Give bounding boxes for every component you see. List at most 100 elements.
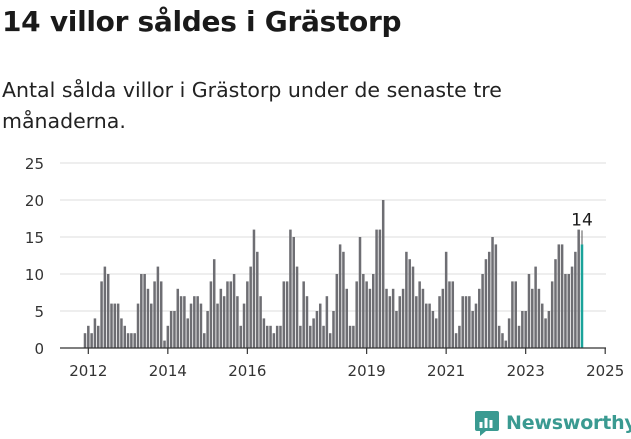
newsworthy-logo-icon (475, 411, 499, 436)
bar (401, 288, 405, 348)
bar (183, 296, 186, 348)
bar (146, 288, 150, 348)
bar (196, 296, 199, 348)
bar (431, 311, 435, 348)
bar (193, 296, 196, 348)
bar (454, 333, 458, 348)
bar (239, 325, 242, 348)
bar (87, 325, 90, 348)
bar (110, 303, 113, 348)
bar (90, 333, 93, 348)
bar (484, 259, 488, 348)
bar (169, 311, 173, 348)
bar (471, 311, 474, 348)
bar (292, 237, 295, 348)
y-tick-label: 15 (25, 229, 44, 247)
bar (557, 244, 561, 348)
bar (163, 340, 166, 348)
x-tick-label: 2019 (348, 362, 386, 380)
bar (93, 318, 97, 348)
bar (381, 200, 385, 348)
bar (464, 296, 468, 348)
x-tick-label: 2014 (149, 362, 187, 380)
bar (315, 311, 319, 348)
bar (531, 288, 534, 348)
bar (391, 288, 395, 348)
bar (338, 244, 342, 348)
bar (113, 303, 117, 348)
bar (421, 288, 425, 348)
bar (116, 303, 120, 348)
bar (451, 281, 455, 348)
bar (345, 288, 349, 348)
bar (487, 251, 491, 348)
y-tick-label: 5 (34, 303, 44, 321)
bar (272, 333, 276, 348)
bar (246, 281, 249, 348)
bar (123, 325, 127, 348)
bar (517, 325, 521, 348)
bar (252, 229, 256, 348)
bar (100, 281, 103, 348)
bar (368, 288, 372, 348)
bar (295, 266, 299, 348)
bar (256, 251, 259, 348)
bar (309, 325, 312, 348)
bar (468, 296, 471, 348)
bar (441, 288, 445, 348)
bar (282, 281, 286, 348)
bar (143, 274, 146, 348)
bar (322, 325, 325, 348)
bar (574, 251, 577, 348)
bar (226, 281, 229, 348)
bar (554, 259, 557, 348)
bar (425, 303, 428, 348)
bar (478, 288, 481, 348)
bar (497, 325, 501, 348)
brand-name: Newsworthy (506, 412, 631, 434)
bar (564, 274, 567, 348)
bar (444, 251, 448, 348)
bar (504, 340, 508, 348)
bar (120, 318, 123, 348)
bar (544, 318, 547, 348)
bar (179, 296, 183, 348)
bar (212, 259, 216, 348)
bar (362, 274, 365, 348)
y-tick-label: 20 (25, 192, 44, 210)
bar (150, 303, 153, 348)
bar (385, 288, 388, 348)
bar (216, 303, 219, 348)
bar (398, 296, 402, 348)
bar (189, 303, 193, 348)
bar (411, 266, 415, 348)
bar (352, 325, 355, 348)
bar (405, 251, 408, 348)
bar (232, 274, 236, 348)
bar (229, 281, 233, 348)
bar (166, 325, 170, 348)
bar (133, 333, 136, 348)
bar (375, 229, 378, 348)
value-label: 14 (571, 210, 593, 230)
bar (236, 296, 239, 348)
bar (550, 281, 554, 348)
bar (521, 311, 524, 348)
bar (242, 303, 246, 348)
bar (97, 325, 100, 348)
bar (408, 259, 411, 348)
bar (395, 311, 398, 348)
bar (342, 251, 345, 348)
bar (481, 274, 484, 348)
bar (209, 281, 213, 348)
bar (173, 311, 176, 348)
bar (130, 333, 133, 348)
bar (378, 229, 382, 348)
bar (438, 296, 441, 348)
bar (275, 325, 279, 348)
bar (560, 244, 564, 348)
bar (474, 303, 478, 348)
bar (325, 296, 329, 348)
bar (537, 288, 541, 348)
